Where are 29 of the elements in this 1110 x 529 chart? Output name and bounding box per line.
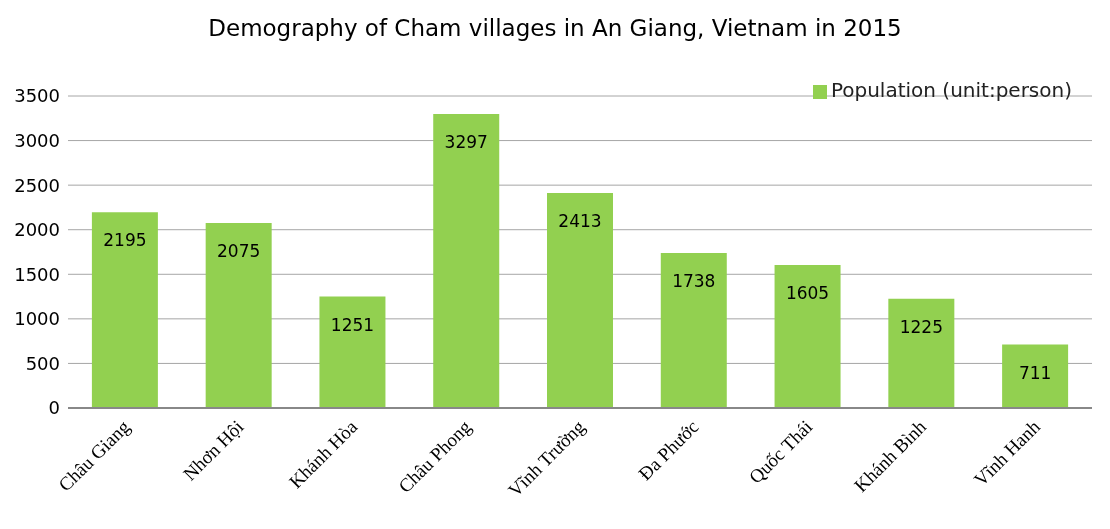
y-tick-label: 1500	[14, 263, 60, 285]
chart-title: Demography of Cham villages in An Giang, Vietnam in 2015	[207, 14, 903, 43]
y-tick-label: 2500	[14, 174, 60, 196]
bar	[1002, 344, 1069, 408]
x-tick-label: Quốc Thái	[744, 415, 817, 488]
data-label: 1738	[672, 271, 716, 292]
y-tick-label: 3500	[14, 85, 60, 107]
bar	[205, 223, 272, 408]
legend-label: Population (unit:person)	[830, 78, 1072, 102]
data-label: 1225	[899, 316, 943, 337]
data-label: 2075	[217, 241, 261, 262]
data-label: 1605	[785, 283, 830, 303]
bar	[774, 264, 841, 408]
bar	[319, 296, 386, 408]
bar	[433, 114, 500, 408]
bar	[660, 253, 727, 408]
bar	[888, 298, 955, 408]
y-tick-label: 3000	[14, 129, 60, 151]
data-label: 1251	[330, 314, 375, 335]
data-label: 3297	[444, 132, 488, 153]
bar	[91, 212, 158, 408]
data-label: 2413	[558, 210, 602, 231]
y-tick-label: 2000	[14, 219, 60, 241]
data-label: 2195	[103, 230, 147, 251]
bar	[547, 192, 613, 408]
y-tick-label: 1000	[14, 308, 60, 330]
y-tick-label: 0	[48, 397, 60, 419]
y-tick-label: 500	[25, 352, 60, 374]
data-label: 711	[1018, 362, 1052, 383]
